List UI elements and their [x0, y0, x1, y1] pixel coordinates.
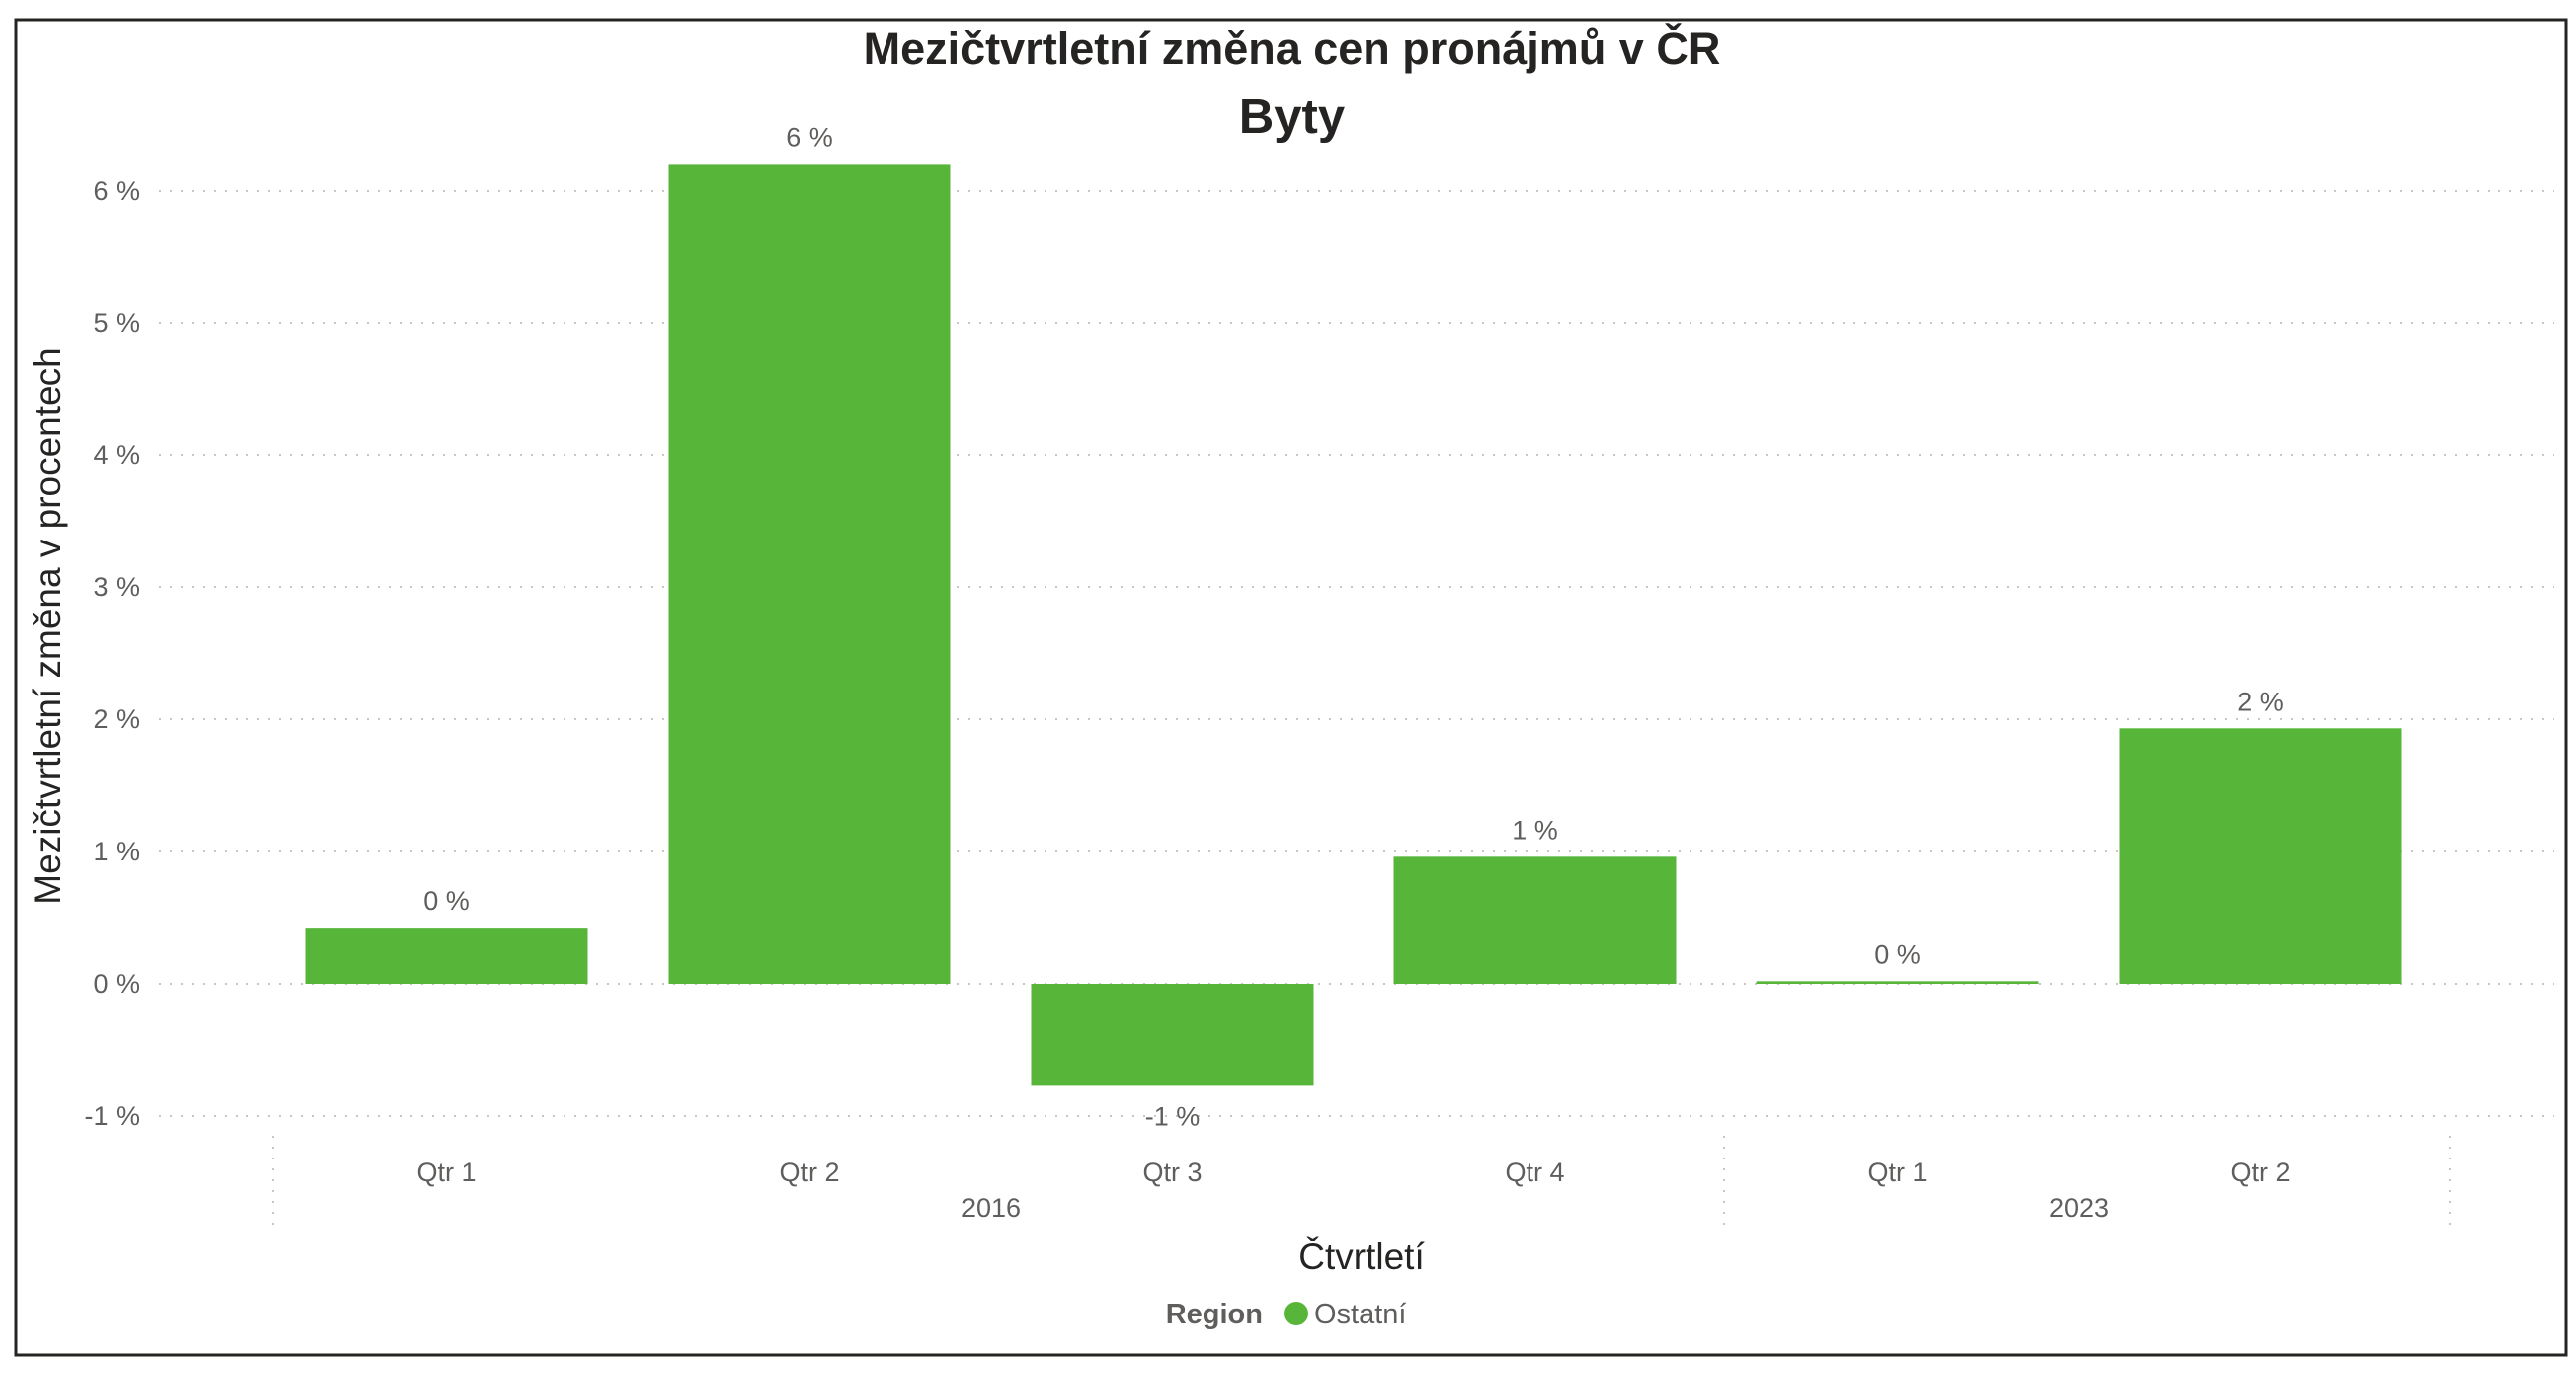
x-group-label: 2023	[2049, 1193, 2109, 1223]
x-axis-ticks: Qtr 1 Qtr 2 Qtr 3 Qtr 4 Qtr 1 Qtr 2 2016 2023	[272, 1136, 2451, 1228]
bar[interactable]	[305, 928, 588, 984]
y-tick-label: 0 %	[93, 969, 140, 999]
x-tick-label: Qtr 2	[779, 1158, 839, 1187]
data-label: 2 %	[2237, 687, 2284, 716]
y-tick-label: 6 %	[93, 176, 140, 206]
chart-subtitle: Byty	[1239, 90, 1345, 144]
bar[interactable]	[1393, 856, 1677, 984]
bars	[305, 164, 2402, 1086]
chart-title: Mezičtvrtletní změna cen pronájmů v ČR	[864, 23, 1721, 74]
data-label: 6 %	[786, 122, 833, 152]
x-tick-label: Qtr 1	[1867, 1158, 1927, 1187]
y-tick-label: 3 %	[93, 572, 140, 602]
legend: Region Ostatní	[1166, 1299, 1407, 1330]
x-tick-label: Qtr 2	[2230, 1158, 2290, 1187]
legend-marker-icon	[1284, 1302, 1308, 1325]
legend-item-label[interactable]: Ostatní	[1314, 1299, 1407, 1330]
x-tick-label: Qtr 1	[416, 1158, 476, 1187]
chart-frame	[14, 18, 2568, 1357]
bar[interactable]	[1756, 981, 2039, 984]
y-tick-label: -1 %	[84, 1101, 140, 1131]
data-label: 1 %	[1512, 815, 1558, 845]
x-tick-label: Qtr 4	[1505, 1158, 1564, 1187]
x-tick-label: Qtr 3	[1142, 1158, 1202, 1187]
bar[interactable]	[668, 164, 951, 984]
x-group-label: 2016	[961, 1193, 1021, 1223]
data-label: 0 %	[1874, 939, 1921, 969]
legend-title: Region	[1166, 1299, 1263, 1330]
data-label: -1 %	[1145, 1101, 1201, 1131]
y-axis-title: Mezičtvrtletní změna v procentech	[27, 347, 68, 904]
y-tick-label: 1 %	[93, 837, 140, 866]
y-tick-label: 5 %	[93, 308, 140, 338]
y-axis-ticks: -1 % 0 % 1 % 2 % 3 % 4 % 5 % 6 %	[84, 176, 140, 1131]
data-label: 0 %	[423, 886, 470, 916]
y-tick-label: 2 %	[93, 704, 140, 734]
bar[interactable]	[2119, 728, 2402, 984]
y-tick-label: 4 %	[93, 440, 140, 470]
data-labels: 0 % 6 % -1 % 1 % 0 % 2 %	[423, 122, 2284, 1131]
bar[interactable]	[1031, 984, 1314, 1086]
x-axis-title: Čtvrtletí	[1298, 1236, 1425, 1277]
